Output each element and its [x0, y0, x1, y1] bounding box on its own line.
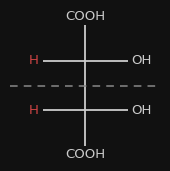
Text: H: H — [29, 104, 39, 117]
Text: OH: OH — [131, 104, 151, 117]
Text: COOH: COOH — [65, 148, 105, 161]
Text: COOH: COOH — [65, 10, 105, 23]
Text: OH: OH — [131, 54, 151, 67]
Text: H: H — [29, 54, 39, 67]
